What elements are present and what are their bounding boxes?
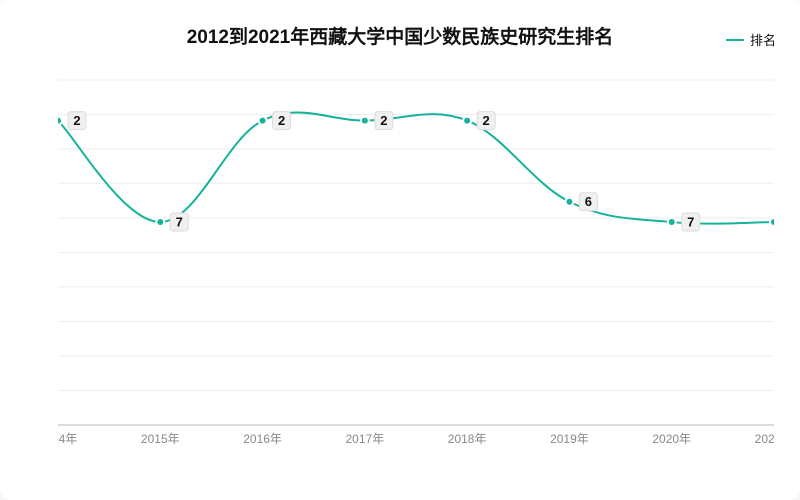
- plot-area: 01.73.45.096.88.510.1911.913.615.3172014…: [58, 70, 774, 455]
- value-label: 2: [380, 113, 387, 128]
- x-tick-label: 2019年: [550, 432, 589, 446]
- x-tick-label: 2015年: [141, 432, 180, 446]
- value-label: 7: [176, 214, 183, 229]
- value-label: 7: [687, 214, 694, 229]
- series-line: [58, 112, 774, 223]
- legend: 排名: [726, 30, 776, 49]
- data-point: [362, 118, 368, 124]
- x-tick-label: 2020年: [652, 432, 691, 446]
- chart-svg: 01.73.45.096.88.510.1911.913.615.3172014…: [58, 70, 774, 455]
- x-tick-label: 2018年: [448, 432, 487, 446]
- x-tick-label: 2014年: [58, 432, 77, 446]
- chart-card: 2012到2021年西藏大学中国少数民族史研究生排名 排名 01.73.45.0…: [0, 0, 800, 500]
- data-point: [157, 219, 163, 225]
- legend-line: [726, 39, 744, 41]
- value-label: 6: [585, 194, 592, 209]
- data-point: [566, 199, 572, 205]
- legend-label: 排名: [750, 30, 776, 49]
- chart-title: 2012到2021年西藏大学中国少数民族史研究生排名: [0, 22, 800, 49]
- x-tick-label: 2021年: [755, 432, 774, 446]
- x-tick-label: 2017年: [346, 432, 385, 446]
- legend-marker: [726, 35, 744, 45]
- value-label: 2: [73, 113, 80, 128]
- value-label: 2: [483, 113, 490, 128]
- x-tick-label: 2016年: [243, 432, 282, 446]
- value-label: 2: [278, 113, 285, 128]
- data-point: [669, 219, 675, 225]
- data-point: [260, 118, 266, 124]
- data-point: [464, 118, 470, 124]
